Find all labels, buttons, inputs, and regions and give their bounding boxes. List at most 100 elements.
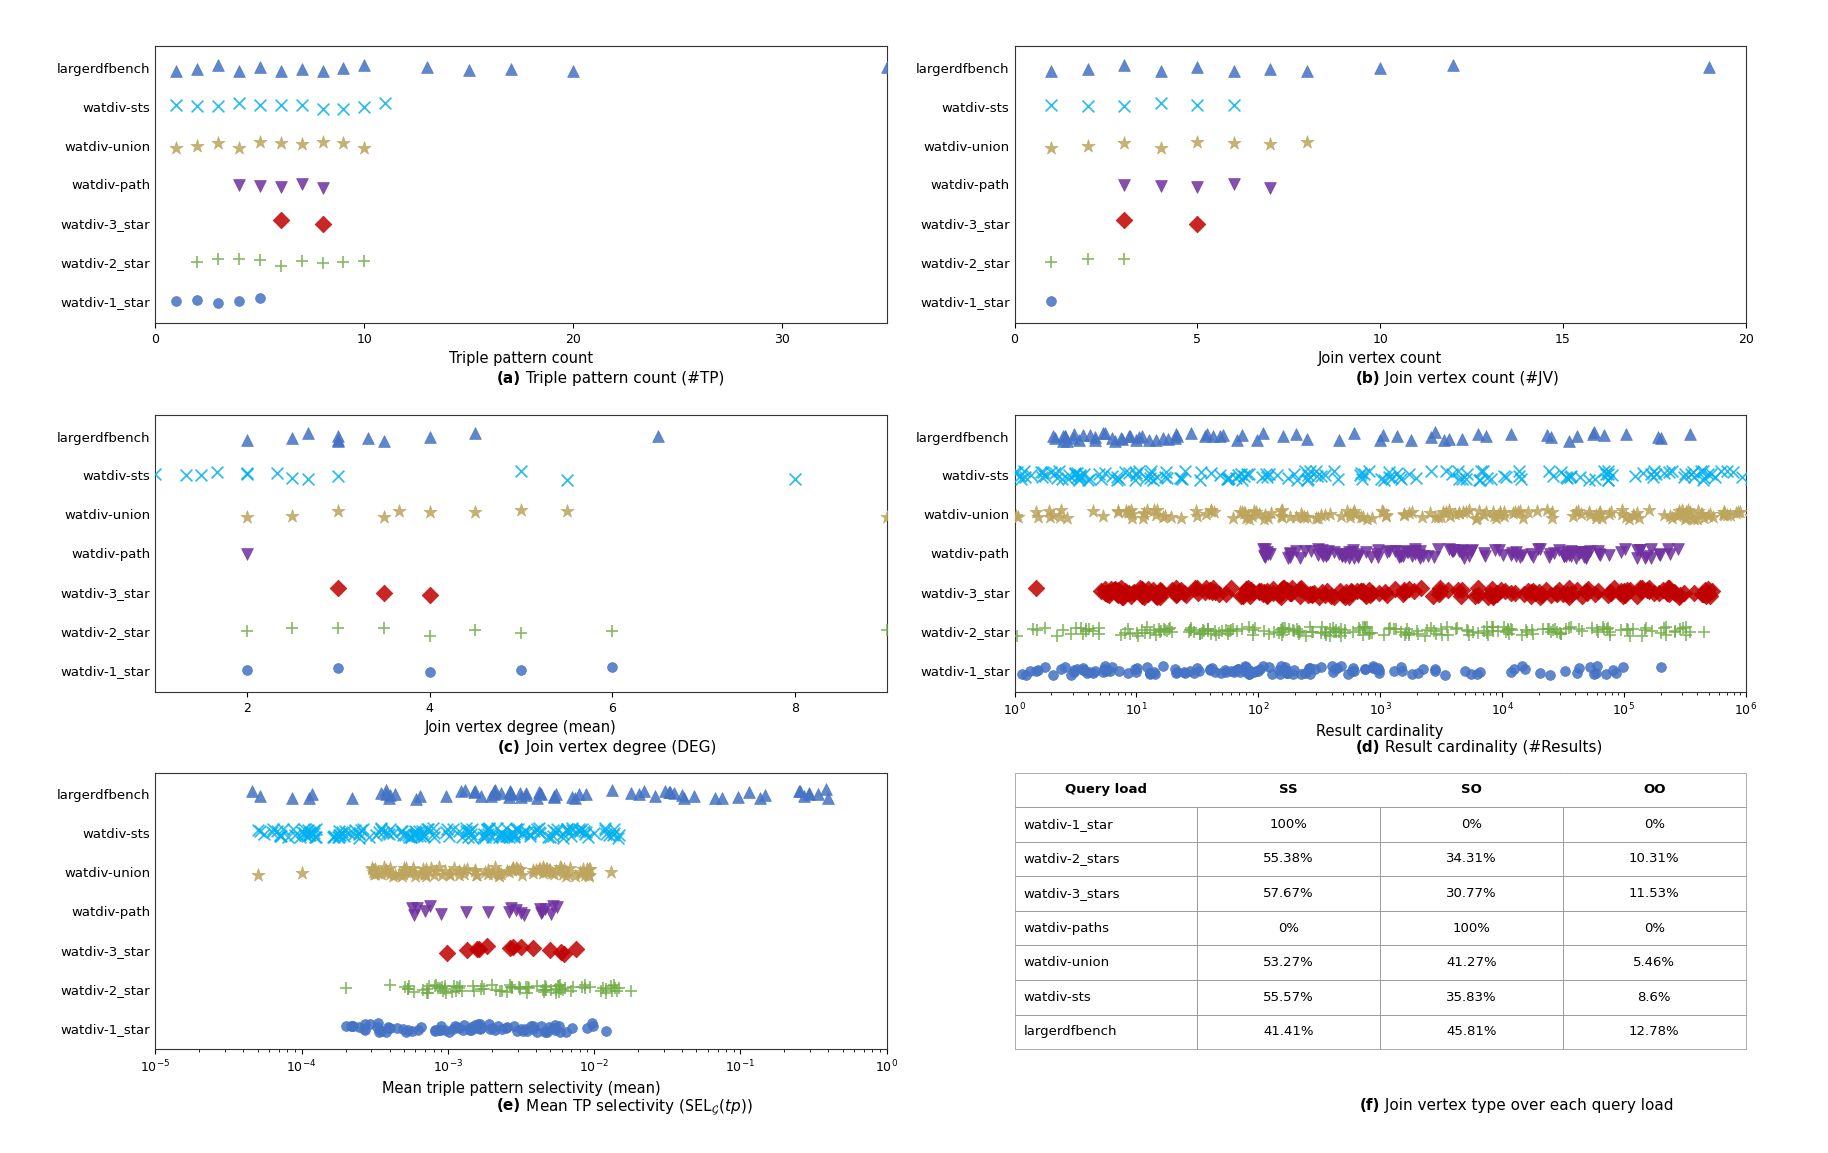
Point [1444,504,1473,522]
Point [1139,500,1168,519]
Point [497,978,526,996]
Point [526,784,556,802]
Point [1122,658,1152,677]
Point [1005,467,1035,485]
Point [1254,508,1283,527]
Point [567,865,596,883]
Point [483,820,512,838]
Point [1197,582,1227,601]
Point [1269,427,1298,445]
Point [536,1018,565,1037]
Point [1583,581,1612,600]
Point [1102,581,1132,600]
Point [433,820,462,838]
Point [537,905,567,924]
Point [1133,580,1163,598]
Point [1393,543,1422,562]
Point [1311,623,1340,641]
Point [1153,430,1183,449]
Text: Join vertex degree (DEG): Join vertex degree (DEG) [521,740,717,755]
Point [431,823,461,842]
Point [1258,580,1287,598]
Point [1102,467,1132,485]
Point [1638,623,1667,641]
Point [1148,507,1177,526]
Point [541,1022,570,1040]
Point [1369,503,1398,521]
Point [1402,621,1431,640]
Point [1153,620,1183,639]
Point [391,826,420,844]
Point [1349,625,1378,643]
Point [1563,427,1592,445]
Point [1307,624,1336,642]
Point [1194,619,1223,638]
Point [483,864,512,882]
Point [484,866,514,884]
Point [1598,661,1627,679]
Point [1483,585,1512,603]
Point [510,1020,539,1039]
Point [1252,582,1281,601]
Point [426,1020,455,1039]
Point [345,824,375,843]
Point [1221,469,1250,488]
Point [1318,619,1347,638]
Point [1521,583,1550,602]
Point [1238,506,1267,525]
Point [1269,619,1298,638]
Point [1157,507,1186,526]
Point [525,820,554,838]
Point [1442,620,1472,639]
Point [505,979,534,997]
Point [437,984,466,1002]
Point [1355,624,1384,642]
Point [1537,623,1567,641]
Point [375,859,404,877]
Point [1115,503,1144,521]
Point [526,903,556,921]
Point [1236,580,1265,598]
Point [245,250,274,269]
Point [525,899,554,918]
Point [225,292,254,310]
Point [497,859,526,877]
Point [554,865,583,883]
Point [409,859,439,877]
Point [267,96,296,114]
Text: (f): (f) [1360,1098,1380,1113]
Point [329,100,358,119]
Point [1040,464,1069,482]
Point [1384,548,1413,566]
Point [325,826,355,844]
Point [1594,470,1623,489]
Point [411,860,441,879]
Point [433,827,462,845]
Point [515,827,545,845]
Point [1196,661,1225,679]
Point [558,1019,587,1038]
Point [1338,582,1367,601]
Point [1089,580,1119,598]
Point [1614,621,1643,640]
Point [461,782,490,800]
Point [1104,662,1133,680]
Point [1327,547,1356,565]
Point [473,820,503,838]
Point [1287,505,1316,523]
Point [1404,545,1433,564]
Point [1130,505,1159,523]
Point [1574,503,1603,521]
Point [1404,625,1433,643]
Point [1267,620,1296,639]
Point [329,134,358,152]
Point [1663,588,1693,606]
Point [183,60,212,78]
Point [1695,580,1724,598]
Point [514,978,543,996]
Point [1232,465,1261,483]
Point [1196,500,1225,519]
Point [1296,586,1325,604]
Point [263,465,292,483]
Point [1276,583,1305,602]
